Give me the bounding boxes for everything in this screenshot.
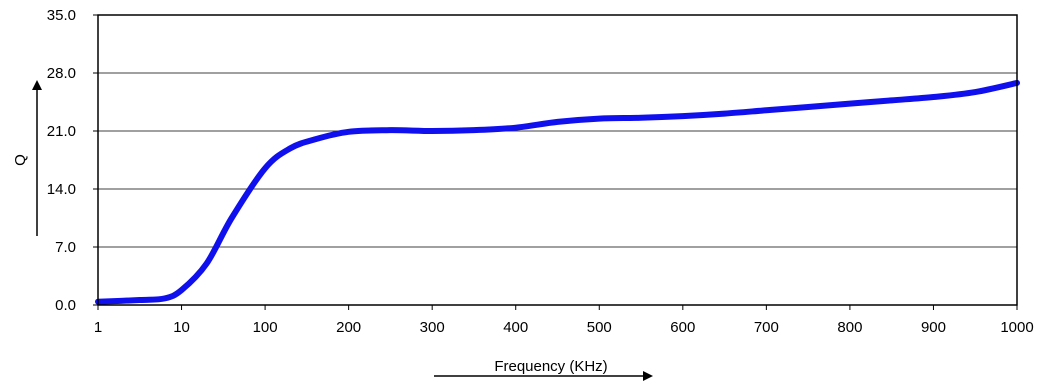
x-tick-label: 200: [336, 319, 361, 336]
series-layer: [95, 79, 1020, 305]
y-axis-ticks: 0.0 7.0 14.0 21.0 28.0 35.0: [47, 7, 98, 314]
x-tick-label: 10: [173, 319, 190, 336]
x-axis-title: Frequency (KHz): [434, 358, 653, 381]
x-tick-label: 700: [754, 319, 779, 336]
plot-area-border: [97, 14, 1018, 306]
y-tick-label: 0.0: [55, 297, 76, 314]
y-tick-label: 14.0: [47, 181, 76, 198]
x-tick-label: 800: [837, 319, 862, 336]
y-tick-label: 28.0: [47, 65, 76, 82]
x-tick-label: 300: [420, 319, 445, 336]
x-axis-label: Frequency (KHz): [494, 358, 607, 375]
x-axis-ticks: 1 10 100 200 300 400 500 600 700 800 900 1000: [94, 305, 1034, 336]
y-tick-label: 21.0: [47, 123, 76, 140]
y-tick-label: 7.0: [55, 239, 76, 256]
x-tick-label: 400: [503, 319, 528, 336]
x-tick-label: 900: [921, 319, 946, 336]
x-tick-label: 600: [670, 319, 695, 336]
q-series-line: [95, 79, 1020, 305]
y-tick-label: 35.0: [47, 7, 76, 24]
x-tick-label: 1000: [1000, 319, 1033, 336]
x-tick-label: 500: [587, 319, 612, 336]
y-axis-title: Q: [12, 80, 42, 236]
x-tick-label: 1: [94, 319, 102, 336]
y-axis-label: Q: [12, 154, 29, 166]
x-tick-label: 100: [253, 319, 278, 336]
